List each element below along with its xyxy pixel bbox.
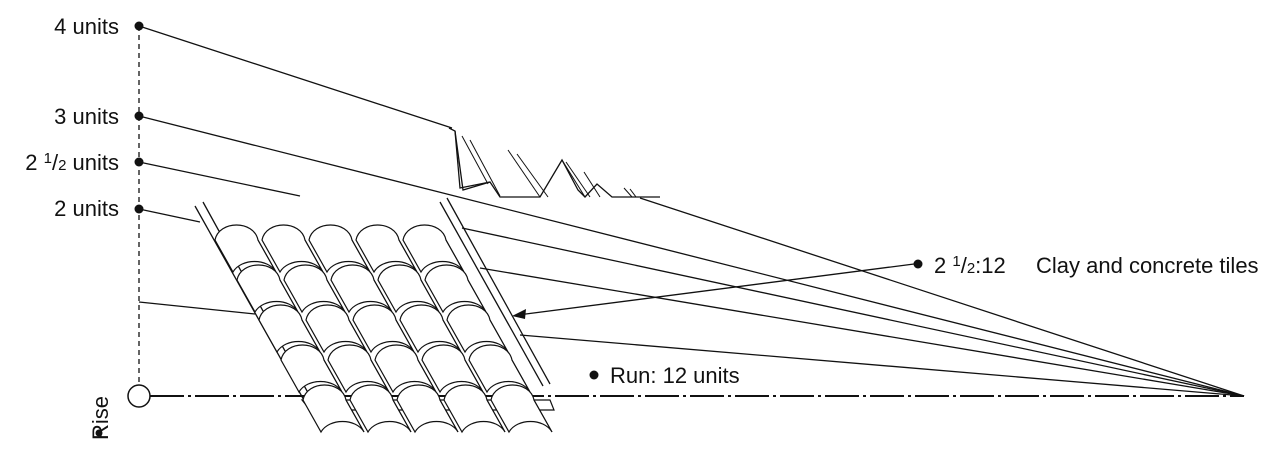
tile-seam — [489, 319, 509, 353]
tile-seam — [445, 239, 465, 273]
slope-line-4 — [138, 25, 453, 129]
tile-seam — [442, 319, 462, 353]
tile-seam — [257, 239, 277, 273]
tile-seam — [395, 319, 415, 353]
rise-dot-2-5 — [134, 157, 144, 167]
slope-line-low-b — [519, 334, 1245, 397]
rise-label-dot — [95, 429, 103, 437]
callout-arrowhead — [512, 309, 526, 319]
upper-roof-profile — [448, 127, 660, 198]
material-label: Clay and concrete tiles — [1036, 253, 1259, 278]
tile-seam — [301, 319, 321, 353]
slope-line-low — [138, 301, 256, 315]
tile-seam — [420, 279, 440, 313]
run-label: Run: 12 units — [610, 363, 740, 388]
slope-line-4-b — [639, 197, 1245, 397]
slope-line-2-b — [479, 267, 1245, 397]
slope-line-2-5-b — [461, 227, 1245, 397]
slope-ratio-label: 2 1/2:12 — [934, 253, 1006, 278]
run-dot — [589, 370, 599, 380]
tile-seam — [345, 399, 365, 433]
rise-dot-3 — [134, 111, 144, 121]
rise-dot-2 — [134, 204, 144, 214]
slope-line-2 — [138, 208, 201, 223]
slope-line-3 — [138, 115, 1245, 397]
tile-seam — [392, 399, 412, 433]
tile-roof-panel — [194, 197, 555, 434]
tile-seam — [486, 399, 506, 433]
tile-seam — [348, 319, 368, 353]
tile-seam — [323, 359, 343, 393]
tile-seam — [279, 279, 299, 313]
tile-seam — [398, 239, 418, 273]
tile-seam — [464, 359, 484, 393]
rise-label-2-5: 2 1/2 units — [25, 150, 119, 175]
rise-dot-4 — [134, 21, 144, 31]
tile-seam — [351, 239, 371, 273]
tile-seam — [467, 279, 487, 313]
tile-seam — [533, 399, 553, 433]
rise-label-4: 4 units — [54, 14, 119, 39]
tile-seam — [417, 359, 437, 393]
rise-label-3: 3 units — [54, 104, 119, 129]
tile-seam — [304, 239, 324, 273]
tile-seam — [326, 279, 346, 313]
slope-line-2-5 — [138, 161, 301, 197]
rise-label-2: 2 units — [54, 196, 119, 221]
origin-circle — [127, 384, 151, 408]
tile-seam — [370, 359, 390, 393]
tile-seam — [511, 359, 531, 393]
tile-seam — [373, 279, 393, 313]
tile-seam — [439, 399, 459, 433]
callout-leader — [517, 263, 915, 316]
callout-dot — [913, 259, 923, 269]
